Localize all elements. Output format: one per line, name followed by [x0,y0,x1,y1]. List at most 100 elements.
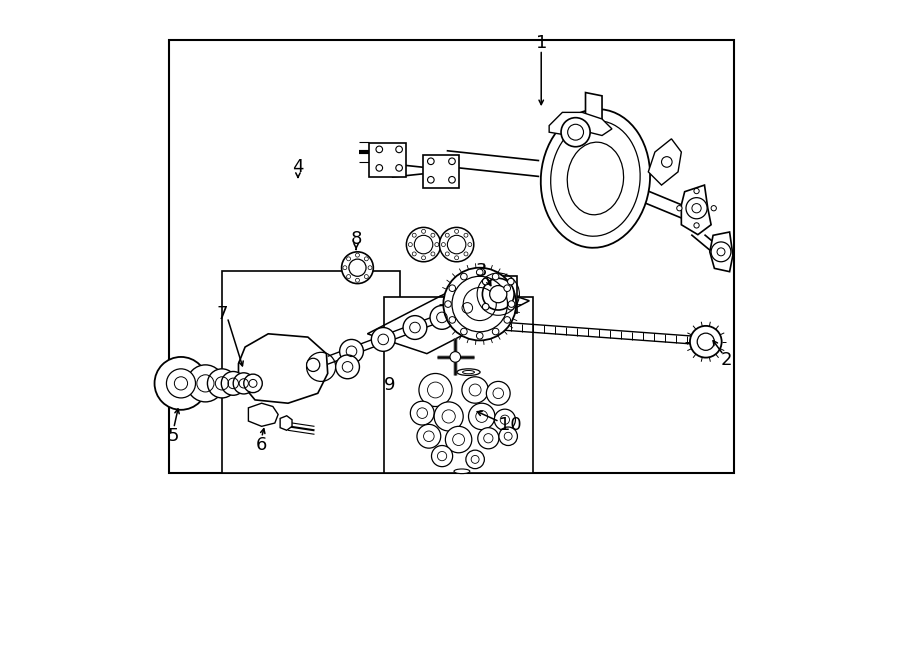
Circle shape [508,301,515,307]
Circle shape [698,333,715,350]
Circle shape [421,229,426,233]
Circle shape [482,303,489,310]
Circle shape [336,355,359,379]
Bar [384,297,533,473]
Ellipse shape [457,369,480,375]
Circle shape [466,450,484,469]
Circle shape [346,257,351,261]
Circle shape [445,301,451,307]
Circle shape [444,268,516,340]
Text: 1: 1 [536,34,547,52]
Circle shape [461,329,467,335]
Circle shape [431,446,453,467]
Circle shape [461,273,467,280]
Circle shape [431,233,435,237]
Circle shape [187,365,224,402]
Circle shape [409,243,412,247]
Circle shape [166,369,195,398]
Circle shape [455,296,479,320]
Circle shape [447,235,466,254]
Circle shape [449,158,455,165]
Circle shape [446,426,472,453]
Circle shape [464,252,468,256]
Circle shape [692,204,701,213]
Bar [169,40,734,473]
Circle shape [449,176,455,183]
Circle shape [434,402,464,431]
Polygon shape [586,93,602,132]
Circle shape [711,242,731,262]
Circle shape [711,206,716,211]
Circle shape [499,427,517,446]
Circle shape [346,274,351,278]
Circle shape [462,377,489,403]
Circle shape [412,252,416,256]
Text: 10: 10 [500,416,522,434]
Circle shape [446,252,449,256]
Circle shape [376,146,382,153]
Polygon shape [248,403,278,426]
Circle shape [476,269,483,276]
Circle shape [717,248,725,256]
Ellipse shape [541,109,650,248]
Circle shape [417,424,441,448]
Circle shape [221,371,245,395]
Circle shape [431,252,435,256]
Polygon shape [648,139,681,185]
Polygon shape [549,112,612,136]
Circle shape [454,256,459,260]
Bar [222,271,400,473]
Text: 2: 2 [721,351,732,369]
Circle shape [356,253,359,257]
Circle shape [175,377,187,390]
Ellipse shape [454,469,470,473]
Circle shape [407,227,441,262]
Circle shape [568,124,583,140]
Text: 8: 8 [350,230,362,249]
Polygon shape [710,232,733,272]
Circle shape [414,235,433,254]
Circle shape [439,227,473,262]
Circle shape [450,352,461,362]
Circle shape [376,165,382,171]
Circle shape [446,233,449,237]
Circle shape [396,146,402,153]
Circle shape [356,278,359,282]
Circle shape [686,198,707,219]
Circle shape [482,278,514,310]
Circle shape [339,339,364,364]
Bar [480,276,517,313]
Circle shape [155,357,207,410]
Text: 4: 4 [292,158,303,176]
Text: 6: 6 [256,436,267,454]
Circle shape [368,266,372,270]
Circle shape [349,259,366,276]
Circle shape [207,369,237,398]
Circle shape [694,188,699,194]
Circle shape [428,176,434,183]
Circle shape [478,428,499,449]
Circle shape [396,165,402,171]
Circle shape [469,403,495,430]
Text: 5: 5 [168,427,179,446]
Polygon shape [238,334,328,403]
Circle shape [694,223,699,228]
Circle shape [372,327,395,352]
Circle shape [307,358,320,371]
Polygon shape [280,416,292,430]
Circle shape [476,332,483,339]
Circle shape [504,285,510,292]
Text: 7: 7 [216,305,228,323]
Circle shape [441,243,446,247]
Circle shape [690,326,722,358]
Circle shape [482,278,489,285]
Circle shape [435,243,439,247]
Circle shape [561,118,590,147]
Circle shape [508,278,514,285]
Circle shape [342,252,374,284]
Circle shape [508,303,514,310]
Circle shape [412,233,416,237]
Circle shape [403,315,427,340]
Circle shape [494,409,516,430]
Text: 9: 9 [383,376,395,395]
